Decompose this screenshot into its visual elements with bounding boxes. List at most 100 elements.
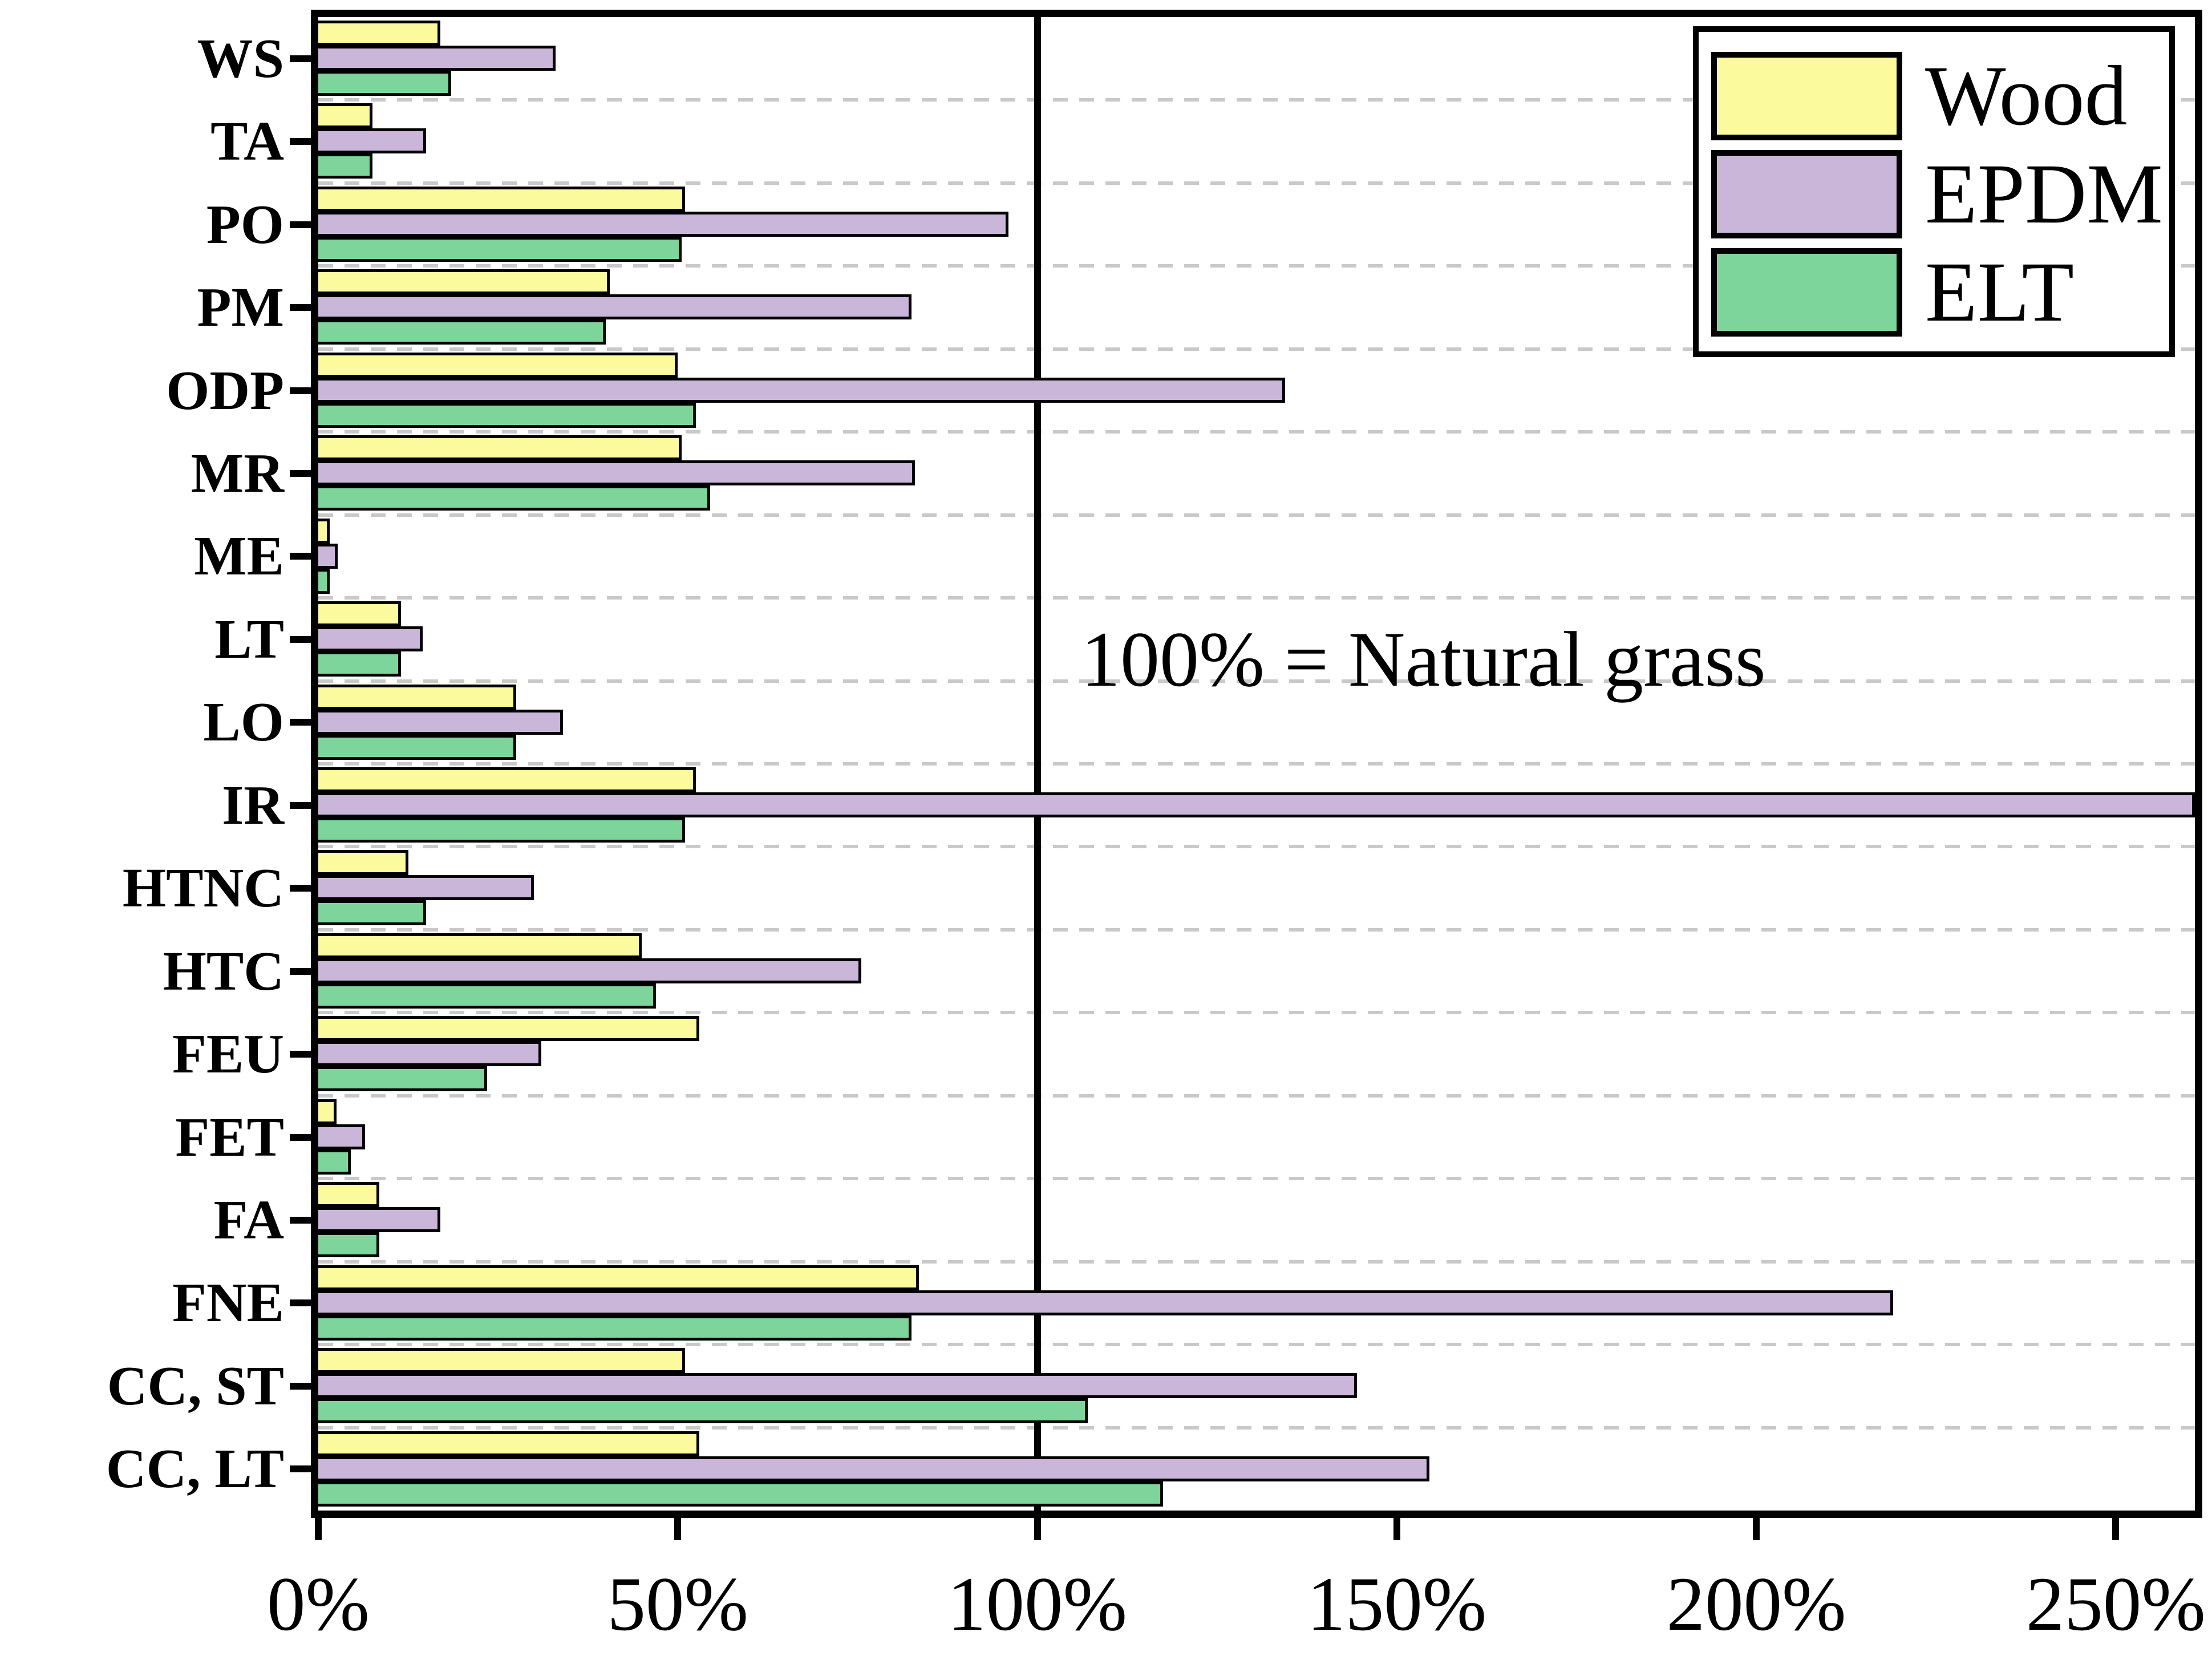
bar-wood-mr [318,435,682,461]
category-label-ws: WS [197,27,284,90]
gridline [318,347,2195,351]
y-axis-tick [290,304,318,311]
bar-wood-htnc [318,850,408,876]
gridline [318,928,2195,932]
gridline [318,264,2195,268]
bar-wood-me [318,518,330,544]
bar-elt-fa [318,1232,380,1258]
bar-elt-mr [318,485,710,511]
category-label-pm: PM [197,277,284,339]
bar-wood-fa [318,1182,380,1208]
legend-swatch-elt [1711,248,1902,337]
bar-epdm-feu [318,1041,541,1067]
x-tick-label-50: 50% [607,1562,748,1647]
bar-elt-lo [318,734,516,760]
bar-epdm-pm [318,294,911,320]
x-axis-tick [1753,1511,1760,1540]
category-label-ir: IR [222,774,284,836]
bar-wood-lt [318,601,401,627]
bar-wood-ws [318,21,441,46]
bar-wood-pm [318,269,610,295]
bar-epdm-ccst [318,1373,1358,1399]
bar-epdm-fne [318,1290,1893,1315]
bar-wood-fet [318,1099,337,1124]
bar-epdm-mr [318,460,915,486]
x-axis-tick [2112,1511,2120,1540]
gridline [318,1011,2195,1015]
x-tick-label-100: 100% [947,1562,1128,1647]
bar-elt-fet [318,1149,351,1175]
gridline [318,98,2195,102]
bar-elt-ccst [318,1398,1088,1424]
y-axis-tick [290,1382,318,1390]
bar-wood-htc [318,933,642,958]
bar-elt-me [318,568,330,594]
legend-row-wood: Wood [1711,52,2150,140]
gridline [318,1260,2195,1264]
bar-elt-ir [318,817,685,843]
gridline [318,513,2195,517]
y-axis-tick [290,635,318,643]
category-label-fa: FA [213,1189,284,1251]
bar-wood-odp [318,352,678,378]
bar-wood-feu [318,1016,700,1042]
bar-epdm-lo [318,709,563,735]
bar-epdm-htc [318,958,861,983]
legend-label-epdm: EPDM [1925,147,2163,241]
category-label-odp: ODP [166,359,284,422]
legend: Wood EPDM ELT [1693,26,2175,357]
category-label-ta: TA [210,111,284,173]
y-axis-tick [290,387,318,394]
category-label-ccst: CC, ST [107,1355,284,1417]
bar-wood-ccst [318,1348,685,1374]
y-axis-tick [290,1465,318,1473]
x-tick-label-0: 0% [267,1562,370,1647]
bar-epdm-cclt [318,1456,1429,1481]
bar-wood-lo [318,684,516,710]
legend-label-wood: Wood [1925,48,2128,143]
x-tick-label-200: 200% [1666,1562,1846,1647]
y-axis-tick [290,1133,318,1141]
bar-elt-odp [318,402,696,428]
category-label-mr: MR [191,442,284,504]
bar-elt-fne [318,1315,911,1341]
y-axis-tick [290,469,318,477]
bar-elt-cclt [318,1481,1164,1507]
bar-wood-po [318,186,685,212]
x-tick-label-150: 150% [1307,1562,1487,1647]
gridline [318,430,2195,434]
x-tick-label-250: 250% [2025,1562,2206,1647]
bar-epdm-lt [318,626,423,652]
bar-elt-feu [318,1066,488,1092]
category-label-me: ME [194,525,284,588]
y-axis-tick [290,138,318,145]
y-axis-tick [290,1299,318,1307]
bar-elt-lt [318,651,401,677]
category-label-lo: LO [203,691,284,754]
bar-elt-ta [318,153,372,179]
category-label-feu: FEU [172,1023,284,1086]
bar-elt-pm [318,319,606,345]
category-label-fet: FET [175,1106,284,1168]
bar-epdm-ws [318,46,556,71]
gridline [318,1094,2195,1098]
bar-wood-ta [318,103,372,129]
y-axis-tick [290,1216,318,1224]
reference-line-100pct [1034,17,1041,1511]
gridline [318,1177,2195,1181]
legend-swatch-epdm [1711,150,1902,238]
bar-epdm-ir [318,792,2195,817]
y-axis-tick [290,55,318,62]
category-label-fne: FNE [172,1272,284,1334]
y-axis-tick [290,801,318,809]
bar-epdm-fa [318,1207,441,1233]
y-axis-tick [290,885,318,892]
bar-elt-htc [318,983,657,1009]
gridline [318,679,2195,683]
gridline [318,596,2195,600]
bar-epdm-ta [318,128,427,154]
bar-elt-po [318,236,682,262]
x-axis-tick [1034,1511,1041,1540]
bar-epdm-odp [318,377,1286,403]
